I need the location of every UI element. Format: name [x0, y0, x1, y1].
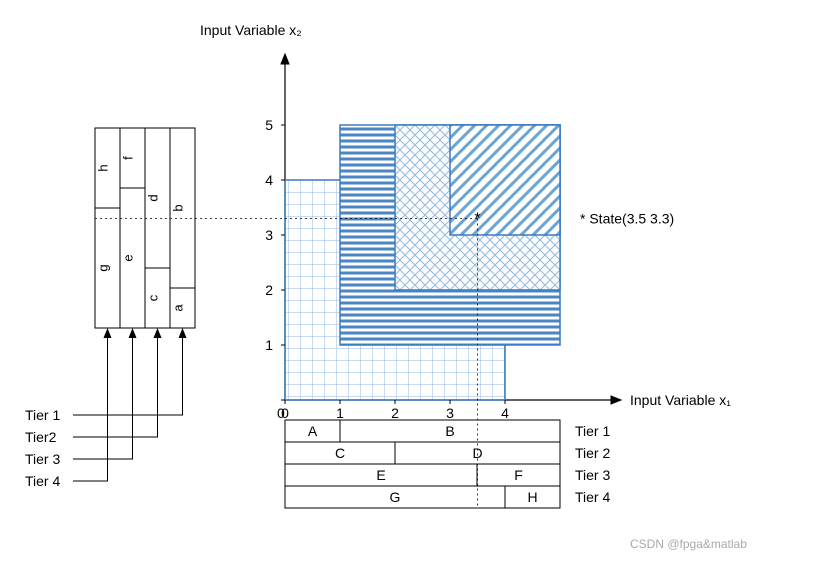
svg-text:5: 5: [265, 117, 273, 133]
bottom-cell-label: E: [376, 467, 385, 483]
left-cell-label: d: [146, 194, 161, 201]
svg-text:4: 4: [501, 405, 509, 421]
tier-label-left: Tier 3: [25, 451, 60, 467]
tier-arrows: Tier 1 Tier2 Tier 3 Tier 4: [25, 330, 183, 489]
x-axis-title: Input Variable x₁: [630, 392, 731, 408]
state-label: * State(3.5 3.3): [580, 211, 674, 227]
left-cell-label: e: [121, 254, 136, 261]
chart-regions: [285, 125, 560, 400]
bottom-cell-label: F: [514, 467, 523, 483]
svg-text:2: 2: [265, 282, 273, 298]
svg-text:2: 2: [391, 405, 399, 421]
tier-label-right: Tier 2: [575, 445, 610, 461]
y-axis-title: Input Variable x₂: [200, 22, 302, 38]
svg-text:4: 4: [265, 172, 273, 188]
left-cell-label: f: [121, 156, 136, 160]
svg-text:0: 0: [277, 405, 285, 421]
bottom-cell-label: G: [390, 489, 401, 505]
svg-text:3: 3: [446, 405, 454, 421]
tier-label-right: Tier 1: [575, 423, 610, 439]
tier-label-left: Tier 4: [25, 473, 60, 489]
left-cell-label: h: [96, 164, 111, 171]
watermark: CSDN @fpga&matlab: [630, 537, 747, 551]
left-tier-block: g h e f c d a b: [95, 128, 195, 328]
tier-label-left: Tier 1: [25, 407, 60, 423]
tier-label-left: Tier2: [25, 429, 57, 445]
tier-label-right: Tier 4: [575, 489, 610, 505]
bottom-cell-label: B: [445, 423, 454, 439]
svg-text:1: 1: [336, 405, 344, 421]
x-tick-labels: 012340: [277, 400, 509, 421]
svg-text:3: 3: [265, 227, 273, 243]
left-cell-label: c: [146, 294, 161, 301]
bottom-cell-label: A: [308, 423, 318, 439]
left-cell-label: b: [171, 204, 186, 211]
bottom-cell-label: C: [335, 445, 345, 461]
bottom-cell-label: H: [527, 489, 537, 505]
tier-label-right: Tier 3: [575, 467, 610, 483]
left-cell-label: g: [96, 264, 111, 271]
svg-text:1: 1: [265, 337, 273, 353]
left-cell-label: a: [171, 304, 186, 312]
diagram-canvas: Input Variable x₂ Input Variable x₁ * * …: [0, 0, 815, 565]
y-tick-labels: 1 2 3 4 5: [265, 117, 285, 400]
bottom-tier-table: ABTier 1CDTier 2EFTier 3GHTier 4: [285, 420, 610, 508]
